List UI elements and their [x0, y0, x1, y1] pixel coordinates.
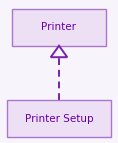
FancyBboxPatch shape — [7, 100, 111, 137]
Polygon shape — [51, 46, 67, 57]
Text: Printer Setup: Printer Setup — [25, 114, 93, 124]
FancyBboxPatch shape — [12, 9, 106, 46]
Text: Printer: Printer — [42, 22, 76, 32]
